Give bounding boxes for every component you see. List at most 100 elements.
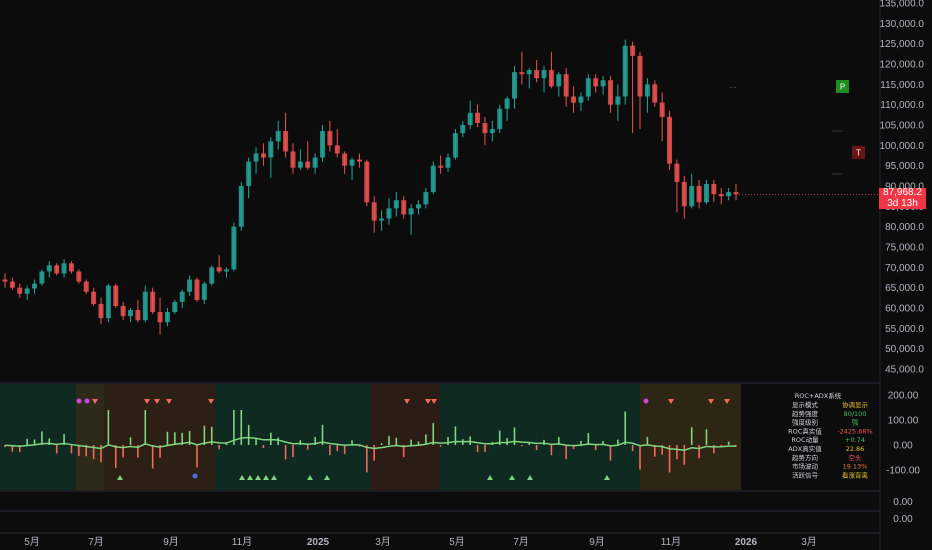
candle <box>408 204 414 235</box>
candle <box>320 125 326 162</box>
bullish-signal <box>509 475 515 480</box>
candle <box>216 255 222 274</box>
price-tick-label: 130,000.0 <box>880 19 925 30</box>
candle <box>644 78 650 113</box>
candle <box>157 297 163 335</box>
candle <box>711 179 717 203</box>
candle <box>607 76 613 113</box>
bearish-signal <box>92 399 98 404</box>
candle <box>305 141 311 170</box>
candle <box>652 80 658 107</box>
bearish-signal <box>144 399 150 404</box>
candle <box>489 120 495 142</box>
table-row-label: 市场波动 <box>792 462 819 471</box>
table-row-value: 80/100 <box>844 410 867 418</box>
price-axis: 135,000.0 130,000.0 125,000.0 120,000.0 115,… <box>880 0 925 376</box>
price-tick-label: 80,000.0 <box>885 222 924 233</box>
p-marker-label: P <box>840 83 845 92</box>
osc-tick-label: 100.00 <box>888 416 919 427</box>
price-tick-label: 45,000.0 <box>885 365 924 376</box>
table-row-label: 强度级别 <box>792 418 818 427</box>
bearish-signal <box>724 399 730 404</box>
price-tick-label: 135,000.0 <box>880 0 925 10</box>
candle <box>371 196 377 233</box>
candle <box>637 51 643 130</box>
candle <box>689 173 695 209</box>
extra-axis: 0.00 0.00 <box>893 497 913 525</box>
p-marker-box[interactable] <box>836 80 849 93</box>
candle <box>46 261 52 278</box>
signal-zone <box>640 384 741 490</box>
candle <box>534 59 540 83</box>
candle <box>703 179 709 205</box>
bearish-signal <box>431 399 437 404</box>
divergence-dot <box>76 398 82 404</box>
price-tick-label: 50,000.0 <box>885 344 924 355</box>
candle <box>600 76 606 95</box>
time-axis: 5月 7月 9月 11月 2025 3月 5月 7月 9月 11月 2026 3月 <box>24 536 817 548</box>
price-tick-label: 70,000.0 <box>885 263 924 274</box>
bearish-signal <box>708 399 714 404</box>
candle <box>475 104 481 128</box>
t-marker-box[interactable] <box>852 146 865 159</box>
candle <box>342 151 348 174</box>
candle <box>467 100 473 130</box>
price-tick-label: 60,000.0 <box>885 304 924 315</box>
candle <box>349 157 355 180</box>
candle <box>593 74 599 93</box>
candle <box>452 129 458 160</box>
time-tick-label: 7月 <box>88 536 104 548</box>
candle <box>511 66 517 109</box>
candle <box>179 289 185 308</box>
table-row-value: -2425.68% <box>837 427 872 435</box>
candle <box>113 283 119 308</box>
candle <box>283 112 289 158</box>
candle <box>83 279 89 294</box>
bullish-signal <box>271 475 277 480</box>
candle <box>238 181 244 231</box>
price-tick-label: 75,000.0 <box>885 243 924 254</box>
time-tick-label: 7月 <box>513 536 529 548</box>
time-tick-label: 11月 <box>232 536 252 548</box>
candle <box>260 143 266 166</box>
candle <box>201 281 207 304</box>
time-tick-label: 11月 <box>661 536 681 548</box>
candle <box>548 51 554 89</box>
candle <box>334 129 340 158</box>
candle <box>674 159 680 213</box>
candle <box>135 299 141 323</box>
osc-tick-label: -100.00 <box>886 466 920 477</box>
candle <box>105 283 111 323</box>
bearish-signal <box>425 399 431 404</box>
candle <box>142 285 148 323</box>
candle <box>423 188 429 209</box>
table-row-label: ADX真实值 <box>788 444 822 453</box>
time-tick-label: 5月 <box>24 536 40 548</box>
price-tick-label: 105,000.0 <box>880 121 925 132</box>
candle <box>268 137 274 178</box>
current-price-tag: 87,968.2 3d 13h <box>879 187 926 209</box>
candle <box>379 210 385 231</box>
candle <box>76 269 82 284</box>
candle <box>696 179 702 209</box>
position-markers[interactable]: P T ··· <box>729 80 865 175</box>
price-tick-label: 110,000.0 <box>880 100 924 111</box>
extra-tick-label: 0.00 <box>893 514 913 525</box>
candle <box>541 66 547 93</box>
divergence-dot <box>192 473 198 479</box>
signal-zone <box>215 384 370 490</box>
candle <box>460 120 466 138</box>
candle <box>622 39 628 105</box>
candle <box>61 259 67 278</box>
price-tick-label: 65,000.0 <box>885 283 924 294</box>
candle <box>497 104 503 134</box>
signal-zone <box>104 384 215 490</box>
candle <box>386 198 392 225</box>
table-row-value: 协调显示 <box>842 400 869 409</box>
bullish-signal <box>324 475 330 480</box>
table-row-value: 22.86 <box>846 445 865 453</box>
oscillator-backgrounds <box>0 384 741 490</box>
candle <box>275 120 281 150</box>
bearish-signal <box>668 399 674 404</box>
